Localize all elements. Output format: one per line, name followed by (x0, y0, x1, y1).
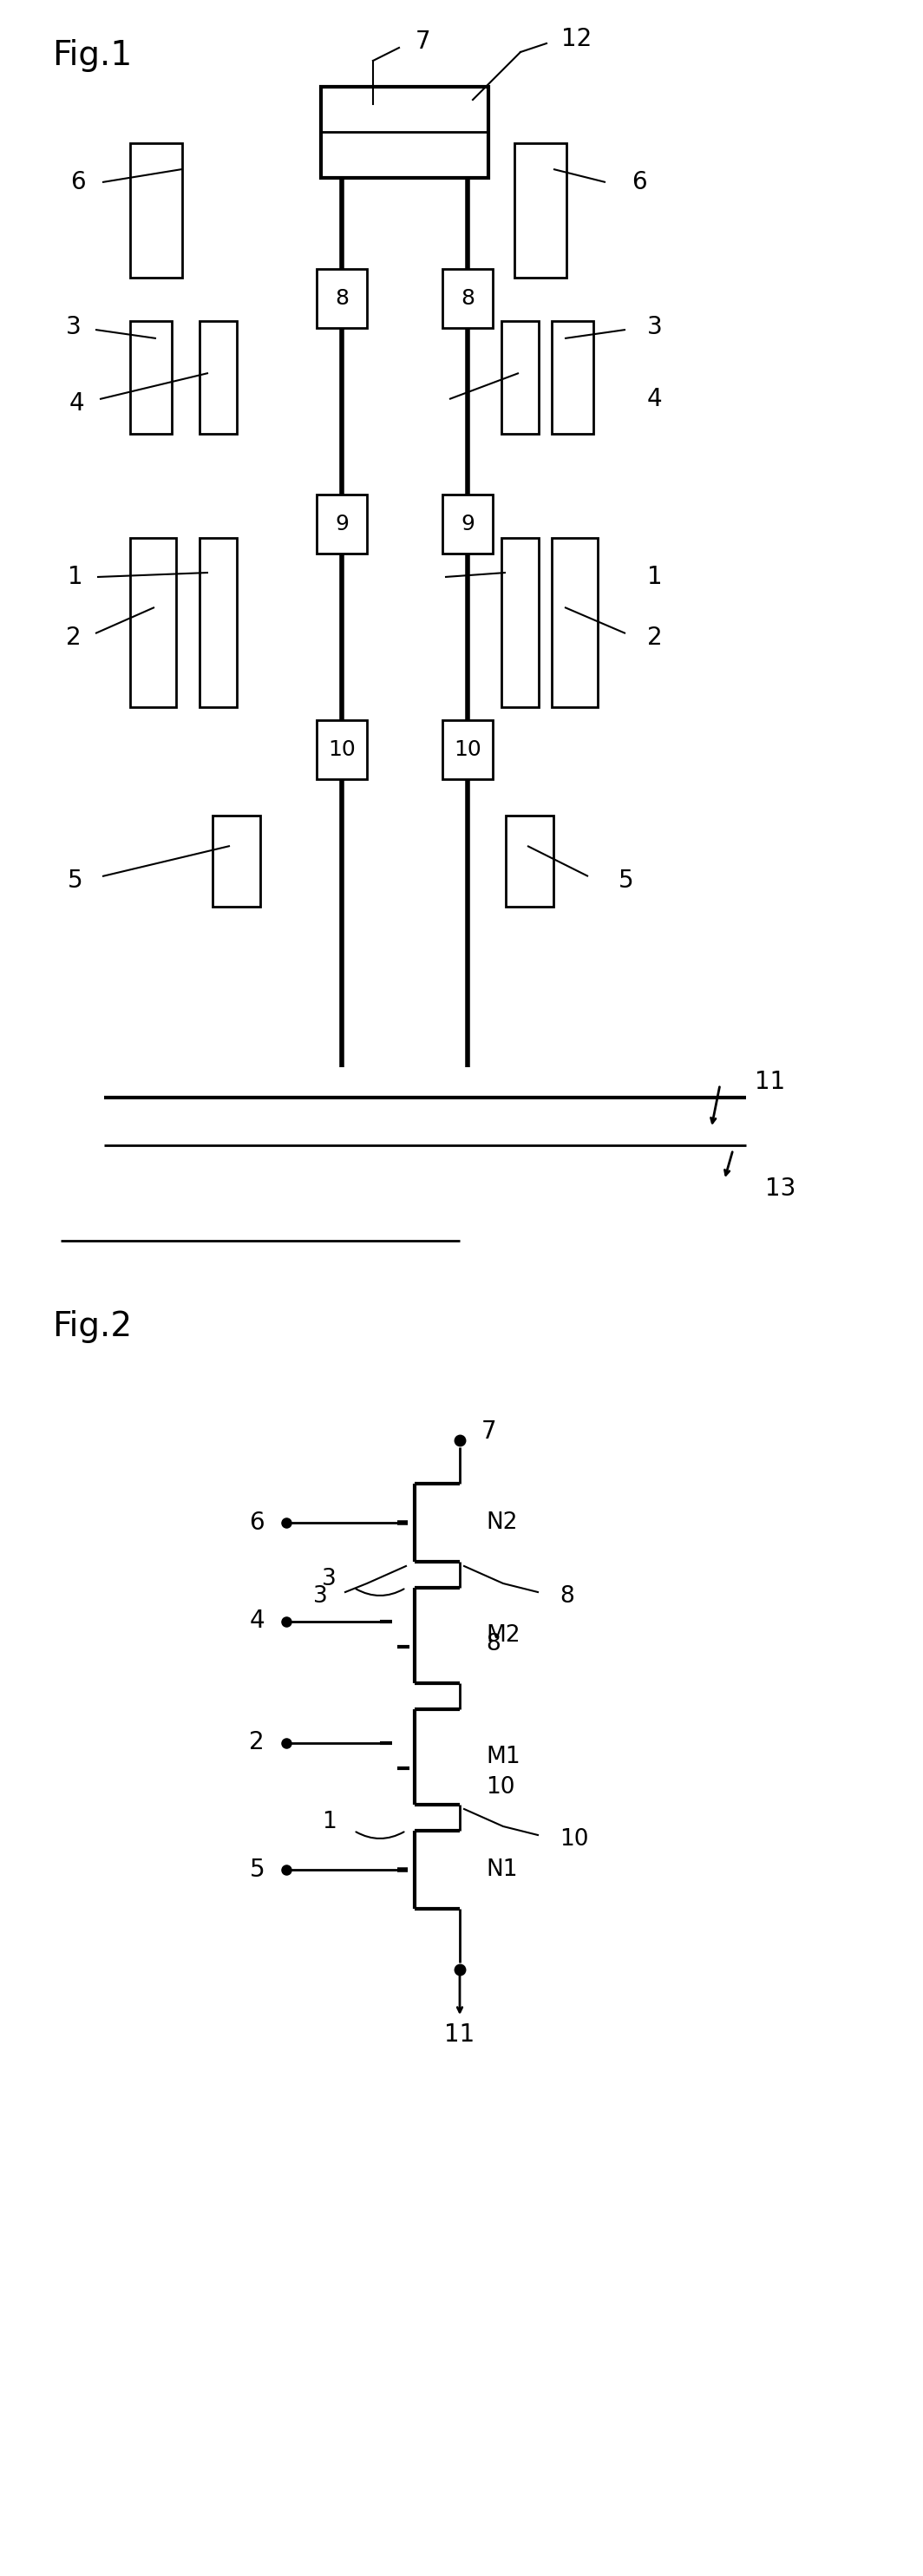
Text: N1: N1 (485, 1857, 518, 1880)
Text: 8: 8 (485, 1633, 500, 1656)
Bar (514, 144, 567, 278)
Bar (130, 538, 176, 708)
Text: 10: 10 (559, 1829, 589, 1850)
Text: 1: 1 (322, 1811, 337, 1834)
Text: 6: 6 (631, 170, 647, 193)
Text: 8: 8 (335, 289, 349, 309)
Bar (317, 268, 367, 327)
Bar (317, 495, 367, 554)
Text: 4: 4 (68, 392, 84, 415)
Bar (442, 495, 493, 554)
Text: 10: 10 (454, 739, 481, 760)
Text: 4: 4 (647, 386, 663, 412)
Text: 11: 11 (445, 2022, 475, 2048)
Text: 3: 3 (322, 1569, 337, 1589)
Text: 9: 9 (461, 513, 474, 533)
Text: 3: 3 (314, 1584, 328, 1607)
Text: 4: 4 (249, 1610, 265, 1633)
Bar (212, 817, 260, 907)
Bar (506, 817, 554, 907)
Text: 10: 10 (328, 739, 355, 760)
Text: 2: 2 (66, 626, 81, 649)
Text: Fig.2: Fig.2 (52, 1311, 132, 1342)
Bar (501, 322, 539, 433)
Text: 5: 5 (67, 868, 83, 894)
Text: 1: 1 (647, 564, 663, 590)
Text: 10: 10 (485, 1775, 515, 1798)
Text: 6: 6 (70, 170, 86, 193)
Text: 11: 11 (755, 1069, 785, 1095)
Text: 1: 1 (67, 564, 83, 590)
Bar (317, 721, 367, 778)
Text: 3: 3 (66, 314, 81, 340)
Text: 2: 2 (647, 626, 663, 649)
Bar (552, 322, 593, 433)
Bar (552, 538, 598, 708)
Text: 5: 5 (618, 868, 634, 894)
Bar (501, 538, 539, 708)
Text: M1: M1 (485, 1747, 521, 1767)
Bar (442, 721, 493, 778)
Bar (199, 538, 237, 708)
Bar (321, 88, 488, 178)
Text: M2: M2 (485, 1625, 521, 1646)
Text: 3: 3 (647, 314, 663, 340)
Text: 7: 7 (482, 1419, 497, 1443)
Bar (199, 322, 237, 433)
Text: 5: 5 (249, 1857, 265, 1883)
Text: N2: N2 (485, 1512, 518, 1533)
Text: 6: 6 (249, 1510, 265, 1535)
Text: 12: 12 (561, 26, 593, 52)
Bar (130, 144, 182, 278)
Text: 9: 9 (335, 513, 349, 533)
Text: 8: 8 (559, 1584, 574, 1607)
Text: 2: 2 (249, 1731, 265, 1754)
Text: 7: 7 (415, 28, 431, 54)
Text: Fig.1: Fig.1 (52, 39, 132, 72)
Text: 13: 13 (765, 1177, 796, 1200)
Bar (442, 268, 493, 327)
Bar (130, 322, 172, 433)
Text: 8: 8 (461, 289, 474, 309)
